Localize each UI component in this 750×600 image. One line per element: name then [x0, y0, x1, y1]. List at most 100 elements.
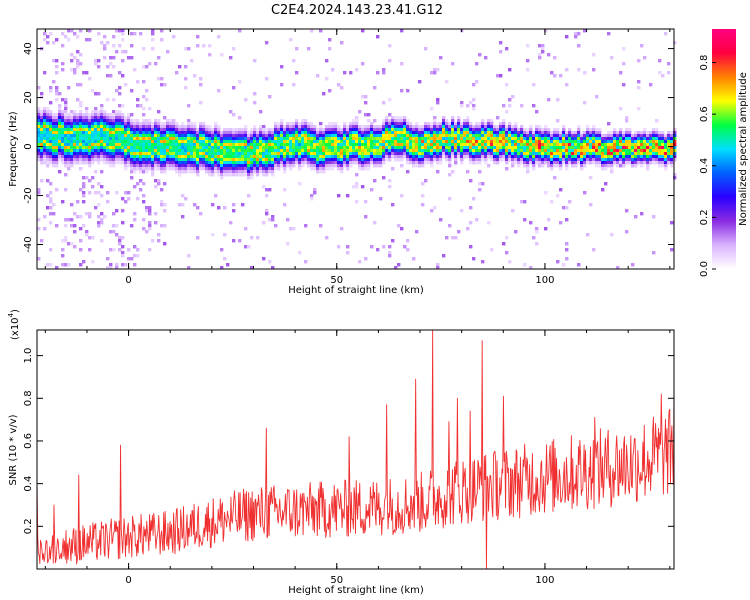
spectrogram-cell: [346, 146, 350, 150]
spectrogram-cell: [625, 152, 629, 156]
spectrogram-cell: [322, 164, 326, 168]
spectrogram-cell: [601, 167, 605, 171]
spectrogram-cell: [412, 149, 416, 153]
spectrogram-cell: [124, 125, 128, 129]
spectrogram-cell: [553, 56, 557, 60]
spectrogram-cell: [589, 131, 593, 135]
spectrogram-cell: [61, 32, 65, 36]
spectrogram-cell: [622, 158, 626, 162]
spectrogram-cell: [406, 119, 410, 123]
spectrogram-cell: [46, 119, 50, 123]
spectrogram-cell: [643, 134, 647, 138]
spectrogram-cell: [454, 128, 458, 132]
spectrogram-cell: [382, 140, 386, 144]
spectrogram-cell: [349, 152, 353, 156]
spectrogram-cell: [262, 149, 266, 153]
spectrogram-cell: [307, 161, 311, 165]
spectrogram-cell: [55, 131, 59, 135]
spectrogram-cell: [73, 131, 77, 135]
spectrogram-cell: [313, 149, 317, 153]
spectrogram-cell: [178, 131, 182, 135]
spectrogram-cell: [541, 155, 545, 159]
spectrogram-cell: [217, 35, 221, 39]
spectrogram-cell: [580, 131, 584, 135]
spectrogram-cell: [397, 155, 401, 159]
spectrogram-cell: [667, 131, 671, 135]
spectrogram-cell: [343, 134, 347, 138]
spectrogram-cell: [64, 107, 68, 111]
spectrogram-cell: [262, 143, 266, 147]
spectrogram-cell: [343, 125, 347, 129]
spectrogram-cell: [370, 152, 374, 156]
spectrogram-cell: [289, 161, 293, 165]
spectrogram-cell: [37, 140, 41, 144]
spectrogram-cell: [73, 56, 77, 60]
spectrogram-cell: [337, 128, 341, 132]
spectrogram-cell: [226, 173, 230, 177]
spectrogram-cell: [658, 59, 662, 63]
spectrogram-cell: [223, 161, 227, 165]
spectrogram-cell: [646, 140, 650, 144]
spectrogram-cell: [445, 128, 449, 132]
spectrogram-cell: [487, 164, 491, 168]
spectrogram-cell: [298, 164, 302, 168]
spectrogram-cell: [337, 134, 341, 138]
spectrogram-cell: [157, 161, 161, 165]
spectrogram-cell: [361, 185, 365, 189]
spectrogram-cell: [619, 137, 623, 141]
spectrogram-cell: [553, 74, 557, 78]
spectrogram-cell: [97, 65, 101, 69]
spectrogram-cell: [541, 143, 545, 147]
spectrogram-cell: [457, 230, 461, 234]
snr-ytick-label: 1.0: [23, 348, 34, 364]
spectrogram-cell: [100, 140, 104, 144]
spectrogram-cell: [136, 131, 140, 135]
spectrogram-cell: [46, 152, 50, 156]
spectrogram-cell: [388, 158, 392, 162]
spectrogram-cell: [220, 149, 224, 153]
spectrogram-cell: [130, 164, 134, 168]
spectrogram-cell: [532, 152, 536, 156]
spectrogram-cell: [352, 131, 356, 135]
spectrogram-cell: [421, 155, 425, 159]
spectrogram-cell: [130, 143, 134, 147]
spectrogram-cell: [67, 122, 71, 126]
spectrogram-cell: [118, 161, 122, 165]
spectrogram-cell: [577, 68, 581, 72]
spectrogram-cell: [628, 155, 632, 159]
spectrogram-cell: [109, 143, 113, 147]
spectrogram-cell: [295, 128, 299, 132]
spectrogram-cell: [595, 131, 599, 135]
spectrogram-cell: [460, 104, 464, 108]
spectrogram-cell: [100, 134, 104, 138]
spectrogram-cell: [667, 158, 671, 162]
spectrogram-cell: [181, 131, 185, 135]
spectrogram-cell: [424, 140, 428, 144]
spectrogram-cell: [385, 125, 389, 129]
spectrogram-cell: [619, 107, 623, 111]
spectrogram-cell: [493, 140, 497, 144]
spectrogram-cell: [415, 149, 419, 153]
spectrogram-cell: [49, 182, 53, 186]
spectrogram-cell: [112, 164, 116, 168]
spectrogram-cell: [442, 143, 446, 147]
spectrogram-cell: [169, 143, 173, 147]
spectrogram-cell: [520, 158, 524, 162]
spectrogram-cell: [64, 218, 68, 222]
spectrogram-cell: [82, 143, 86, 147]
spectrogram-cell: [232, 161, 236, 165]
spectrogram-cell: [193, 161, 197, 165]
spectrogram-cell: [127, 137, 131, 141]
spectrogram-cell: [295, 71, 299, 75]
spectrogram-cell: [403, 122, 407, 126]
spectrogram-cell: [340, 146, 344, 150]
spectrogram-cell: [184, 197, 188, 201]
spectrogram-cell: [370, 128, 374, 132]
spectrogram-cell: [202, 122, 206, 126]
spectrogram-cell: [346, 125, 350, 129]
spectrogram-cell: [466, 155, 470, 159]
spectrogram-cell: [280, 122, 284, 126]
spectrogram-cell: [130, 161, 134, 165]
spectrogram-cell: [139, 167, 143, 171]
